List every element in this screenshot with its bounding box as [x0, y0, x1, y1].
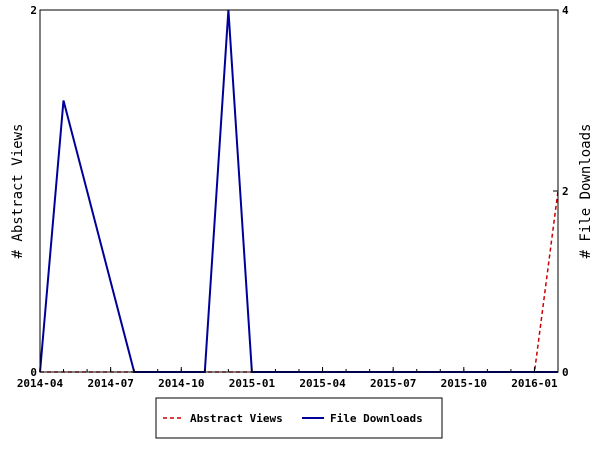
legend-box — [155, 397, 443, 439]
legend-label-file-downloads: File Downloads — [330, 412, 423, 425]
legend: Abstract Views File Downloads — [155, 397, 443, 439]
y-right-tick-label: 2 — [562, 185, 569, 198]
plot-background — [40, 10, 558, 372]
x-tick-label: 2015-10 — [441, 377, 487, 390]
x-tick-label: 2014-10 — [158, 377, 204, 390]
y-right-axis-title: # File Downloads — [578, 124, 594, 259]
y-right-tick-label: 0 — [562, 366, 569, 379]
x-tick-label: 2015-04 — [299, 377, 346, 390]
plot-area — [40, 10, 558, 372]
y-right-tick-label: 4 — [562, 4, 569, 17]
axes-layer: 2014-04 2014-07 2014-10 2015-01 2015-04 2015-… — [17, 4, 569, 390]
x-tick-label: 2015-01 — [229, 377, 276, 390]
x-tick-label: 2014-04 — [17, 377, 64, 390]
x-tick-label: 2015-07 — [370, 377, 416, 390]
y-left-tick-label: 2 — [30, 4, 37, 17]
legend-label-abstract-views: Abstract Views — [190, 412, 283, 425]
x-tick-label: 2016-01 — [511, 377, 558, 390]
y-left-tick-label: 0 — [30, 366, 37, 379]
x-tick-label: 2014-07 — [87, 377, 133, 390]
y-left-axis-title: # Abstract Views — [10, 124, 26, 259]
